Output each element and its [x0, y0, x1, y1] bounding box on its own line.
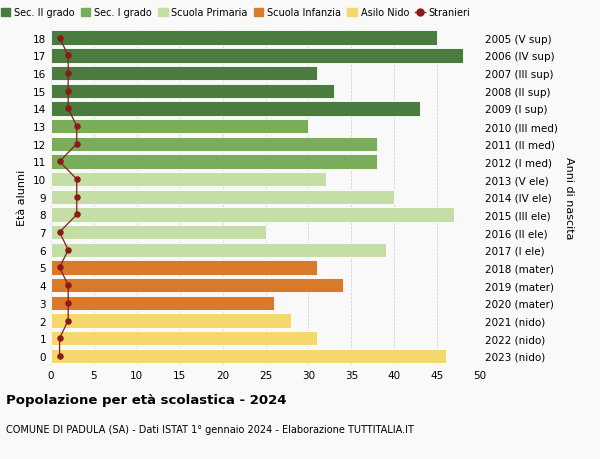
Bar [51, 349, 446, 364]
Point [72, 123, 82, 130]
Y-axis label: Anni di nascita: Anni di nascita [565, 156, 574, 239]
Point [64, 70, 73, 78]
Point [55, 353, 64, 360]
Bar [51, 155, 377, 169]
Bar [51, 84, 334, 99]
Bar [51, 313, 291, 328]
Bar [51, 49, 463, 63]
Bar [51, 225, 265, 240]
Point [55, 158, 64, 166]
Bar [51, 331, 317, 346]
Point [72, 194, 82, 201]
Text: Popolazione per età scolastica - 2024: Popolazione per età scolastica - 2024 [6, 393, 287, 406]
Bar [51, 243, 386, 257]
Bar [51, 173, 326, 187]
Point [72, 211, 82, 218]
Point [64, 317, 73, 325]
Point [55, 35, 64, 42]
Bar [51, 102, 420, 117]
Bar [51, 67, 317, 81]
Point [55, 264, 64, 272]
Point [64, 300, 73, 307]
Bar [51, 31, 437, 46]
Point [64, 246, 73, 254]
Text: COMUNE DI PADULA (SA) - Dati ISTAT 1° gennaio 2024 - Elaborazione TUTTITALIA.IT: COMUNE DI PADULA (SA) - Dati ISTAT 1° ge… [6, 424, 414, 434]
Point [72, 141, 82, 148]
Bar [51, 208, 454, 222]
Y-axis label: Età alunni: Età alunni [17, 169, 28, 225]
Bar [51, 120, 308, 134]
Legend: Sec. II grado, Sec. I grado, Scuola Primaria, Scuola Infanzia, Asilo Nido, Stran: Sec. II grado, Sec. I grado, Scuola Prim… [1, 8, 470, 18]
Point [55, 229, 64, 236]
Point [64, 106, 73, 113]
Bar [51, 296, 274, 310]
Point [64, 53, 73, 60]
Point [55, 335, 64, 342]
Bar [51, 278, 343, 293]
Point [64, 88, 73, 95]
Point [64, 282, 73, 289]
Point [72, 176, 82, 184]
Bar [51, 137, 377, 151]
Bar [51, 190, 394, 205]
Bar [51, 261, 317, 275]
